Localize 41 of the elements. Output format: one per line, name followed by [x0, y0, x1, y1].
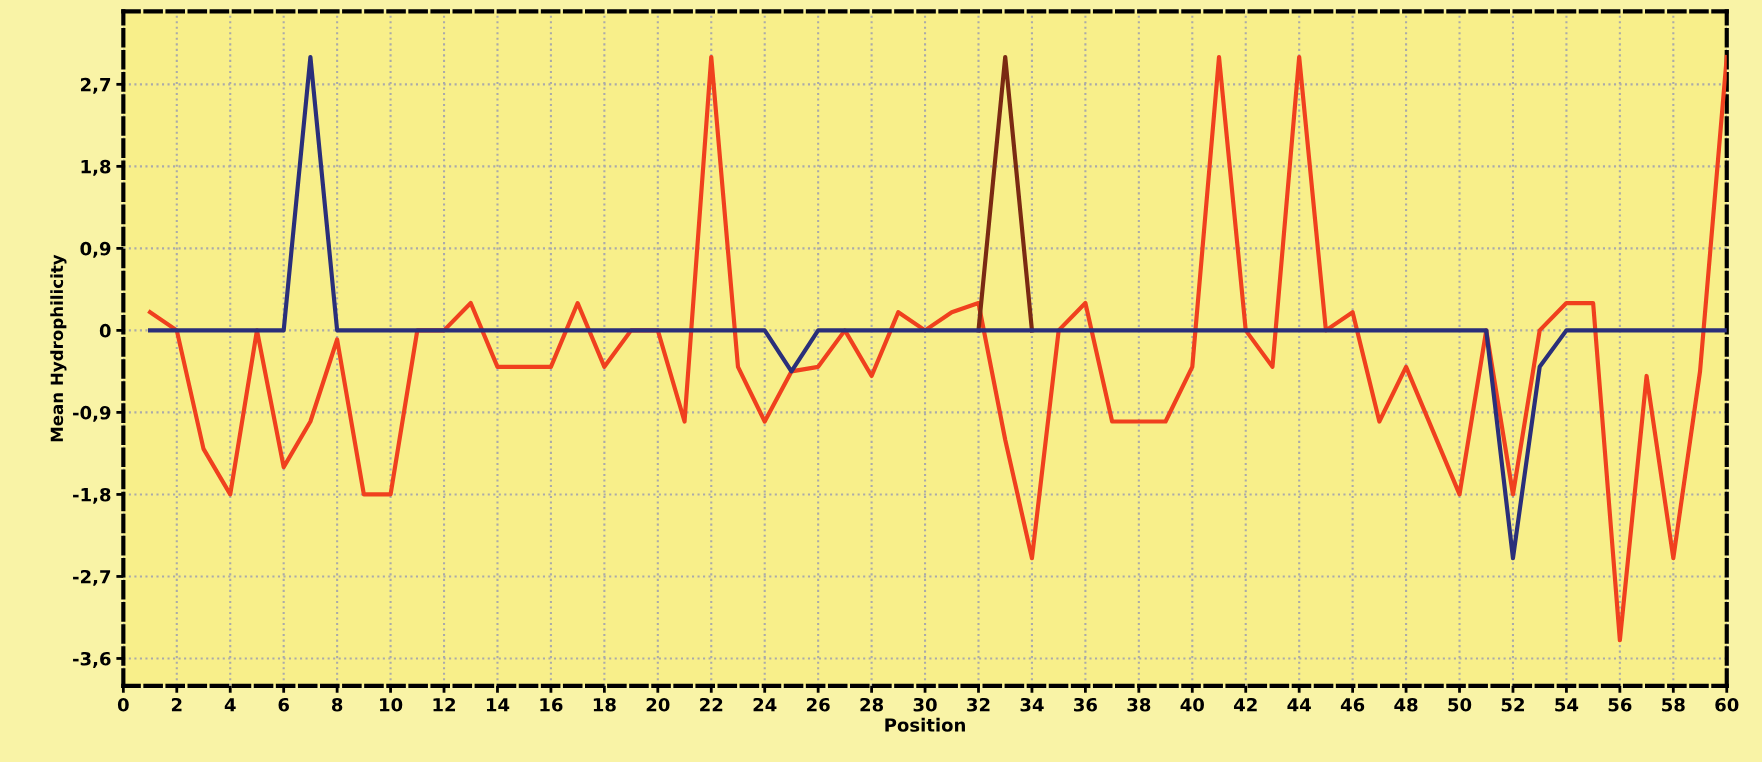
y-tick-label: -0,9 — [73, 405, 111, 422]
x-tick-label: 56 — [1608, 697, 1632, 712]
x-tick-label: 46 — [1340, 697, 1365, 712]
x-tick-label: 20 — [646, 697, 670, 712]
x-tick-label: 48 — [1394, 697, 1418, 712]
x-tick-label: 10 — [380, 697, 403, 712]
x-tick-label: 50 — [1448, 697, 1472, 712]
x-tick-label: 16 — [540, 697, 563, 712]
x-tick-label: 30 — [913, 697, 937, 712]
y-tick-label: 2,7 — [80, 77, 111, 94]
y-tick-label: -1,8 — [73, 487, 111, 504]
x-tick-label: 44 — [1287, 698, 1311, 712]
x-tick-label: 52 — [1501, 697, 1524, 712]
x-tick-label: 58 — [1662, 697, 1685, 712]
x-tick-label: 32 — [967, 697, 990, 712]
y-tick-label: 0,9 — [80, 241, 111, 258]
x-tick-label: 38 — [1127, 697, 1151, 712]
x-tick-label: 42 — [1233, 697, 1257, 712]
x-tick-label: 12 — [433, 697, 456, 712]
y-tick-label: -3,6 — [73, 651, 111, 668]
x-tick-label: 0 — [117, 697, 129, 712]
x-tick-label: 6 — [278, 697, 289, 712]
x-axis-title: Position — [885, 717, 965, 732]
x-tick-label: 34 — [1020, 697, 1044, 712]
x-tick-label: 54 — [1555, 698, 1579, 712]
x-tick-label: 28 — [860, 697, 884, 712]
x-tick-label: 2 — [171, 697, 182, 712]
x-tick-label: 60 — [1715, 697, 1739, 712]
x-tick-label: 40 — [1180, 697, 1204, 712]
x-tick-label: 14 — [486, 698, 510, 712]
y-tick-label: 1,8 — [81, 159, 111, 176]
x-tick-label: 24 — [753, 697, 777, 712]
y-tick-label: -2,7 — [73, 569, 111, 586]
y-tick-label: 0 — [99, 323, 111, 338]
x-tick-label: 26 — [807, 697, 830, 712]
x-tick-label: 18 — [593, 697, 616, 712]
x-tick-label: 36 — [1074, 697, 1097, 712]
x-tick-label: 8 — [331, 697, 343, 712]
x-tick-label: 4 — [224, 698, 236, 712]
x-tick-label: 22 — [700, 697, 723, 712]
y-axis-title: Mean Hydrophilicity — [50, 254, 67, 442]
